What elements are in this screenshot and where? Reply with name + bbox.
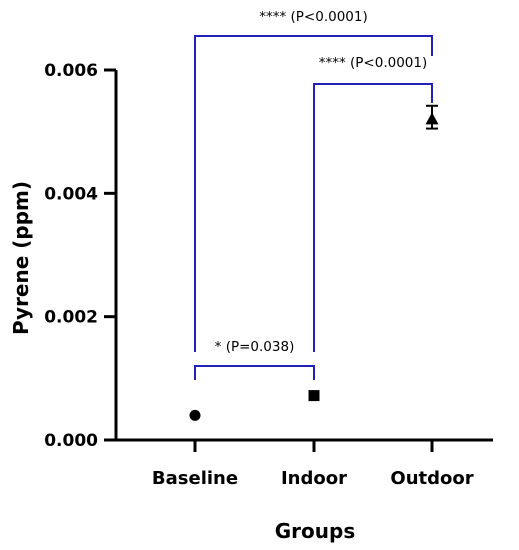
significance-bracket — [194, 365, 315, 380]
y-tick-label: 0.000 — [44, 431, 98, 451]
x-axis-title: Groups — [275, 519, 355, 543]
significance-label: * (P=0.038) — [215, 339, 295, 355]
data-markers — [189, 104, 439, 421]
y-axis: 0.000 0.002 0.004 0.006 — [44, 61, 118, 451]
data-point-indoor — [308, 390, 320, 402]
x-tick-label-outdoor: Outdoor — [390, 468, 473, 489]
x-tick-label-indoor: Indoor — [281, 468, 347, 489]
data-point-outdoor — [425, 112, 439, 125]
y-tick-label: 0.006 — [44, 61, 98, 81]
significance-label: **** (P<0.0001) — [259, 9, 368, 25]
y-tick-label: 0.002 — [44, 308, 98, 328]
significance-label: **** (P<0.0001) — [319, 55, 428, 71]
x-tick-label-baseline: Baseline — [152, 468, 238, 489]
x-axis: Baseline Indoor Outdoor — [114, 438, 493, 489]
data-point-baseline — [189, 409, 201, 421]
significance-bracket — [313, 83, 433, 352]
y-tick-label: 0.004 — [44, 184, 98, 204]
significance-brackets: **** (P<0.0001) **** (P<0.0001) * (P=0.038… — [194, 9, 433, 380]
significance-bracket — [194, 35, 433, 352]
y-axis-title: Pyrene (ppm) — [9, 181, 33, 335]
